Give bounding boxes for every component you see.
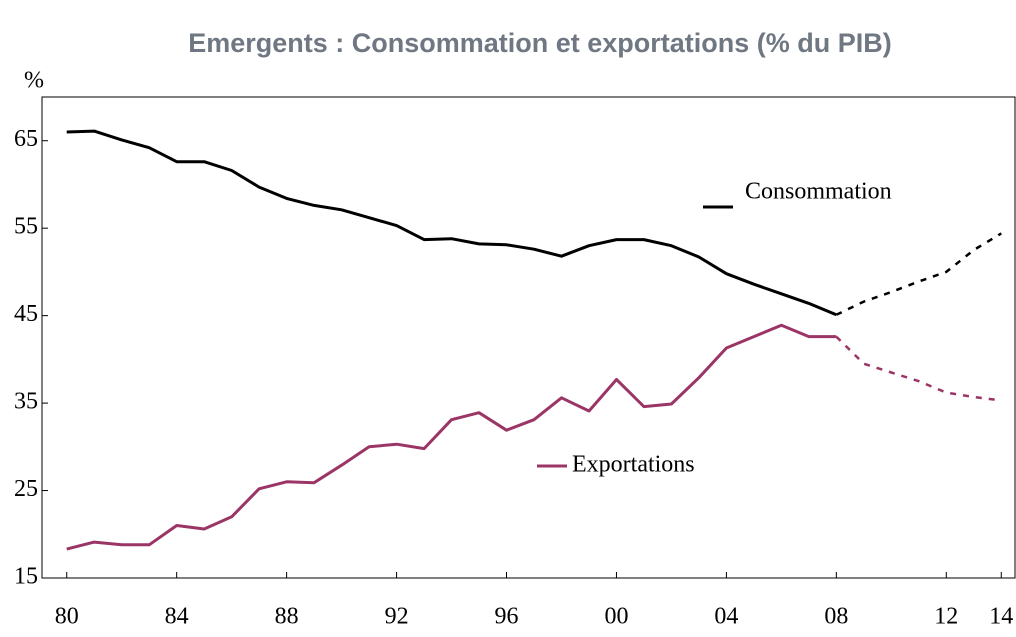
y-tick-label: 65 (14, 126, 38, 152)
y-axis-label: % (24, 68, 44, 94)
x-tick-label: 14 (989, 604, 1013, 630)
legend-label: Consommation (745, 179, 892, 205)
x-tick-label: 92 (385, 604, 409, 630)
x-tick-label: 80 (55, 604, 79, 630)
legend-label: Exportations (572, 452, 695, 478)
x-tick-label: 84 (165, 604, 189, 630)
series-line (66, 323, 837, 551)
x-tick-label: 88 (275, 604, 299, 630)
x-tick-label: 00 (604, 604, 628, 630)
series-forecast-line (835, 335, 1002, 402)
y-tick-label: 55 (14, 214, 38, 240)
x-tick-label: 96 (495, 604, 519, 630)
plot-frame (41, 96, 1016, 579)
x-tick-label: 12 (934, 604, 958, 630)
x-tick-label: 08 (824, 604, 848, 630)
y-tick-label: 25 (14, 476, 38, 502)
x-tick-label: 04 (714, 604, 738, 630)
y-tick-label: 35 (14, 389, 38, 415)
series-line (66, 129, 837, 317)
series-forecast-line (835, 232, 1002, 316)
y-tick-label: 15 (14, 564, 38, 590)
y-tick-label: 45 (14, 301, 38, 327)
chart-title: Emergents : Consommation et exportations… (188, 28, 892, 58)
